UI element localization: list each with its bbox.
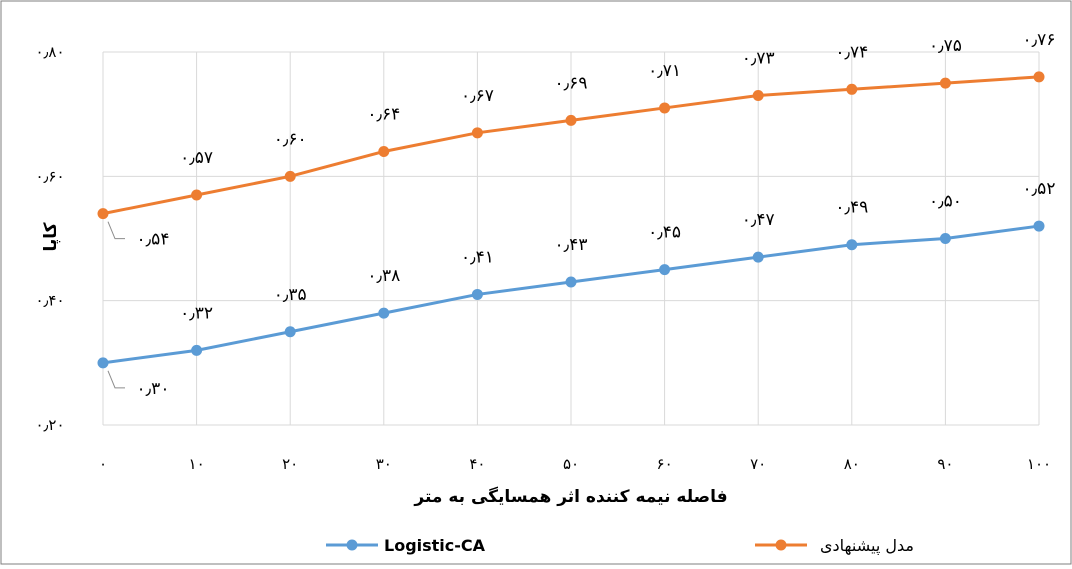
y-axis-ticks: ۰٫۲۰ ۰٫۴۰ ۰٫۶۰ ۰٫۸۰ xyxy=(35,43,64,434)
data-point xyxy=(378,145,390,157)
y-tick-label: ۰٫۴۰ xyxy=(35,292,64,310)
data-point xyxy=(752,90,764,102)
data-point xyxy=(1033,71,1045,83)
data-point xyxy=(378,307,390,319)
data-label: ۰٫۴۱ xyxy=(461,247,494,267)
data-point xyxy=(97,357,109,369)
legend-marker xyxy=(775,539,787,551)
data-point xyxy=(471,288,483,300)
data-label: ۰٫۵۴ xyxy=(137,230,170,250)
data-point xyxy=(565,114,577,126)
data-label: ۰٫۴۷ xyxy=(742,210,775,230)
x-tick-label: ۱۰۰ xyxy=(1027,455,1051,473)
data-label: ۰٫۷۶ xyxy=(1023,30,1056,50)
data-label: ۰٫۵۰ xyxy=(929,192,962,212)
data-label: ۰٫۳۸ xyxy=(367,266,400,286)
data-label: ۰٫۴۹ xyxy=(835,198,868,218)
x-axis-ticks: ۰ ۱۰ ۲۰ ۳۰ ۴۰ ۵۰ ۶۰ ۷۰ ۸۰ ۹۰ ۱۰۰ xyxy=(99,455,1051,473)
data-label: ۰٫۴۳ xyxy=(555,235,588,255)
data-label: ۰٫۷۴ xyxy=(835,42,868,62)
y-tick-label: ۰٫۲۰ xyxy=(35,416,64,434)
data-point xyxy=(191,189,203,201)
data-label: ۰٫۳۲ xyxy=(180,303,213,323)
y-tick-label: ۰٫۶۰ xyxy=(35,167,64,185)
x-tick-label: ۲۰ xyxy=(282,455,298,473)
data-label-leader xyxy=(107,370,125,389)
data-point xyxy=(1033,220,1045,232)
data-point xyxy=(846,239,858,251)
x-tick-label: ۰ xyxy=(99,455,107,473)
series xyxy=(97,71,1045,369)
data-point xyxy=(565,276,577,288)
data-label: ۰٫۵۷ xyxy=(180,148,213,168)
x-tick-label: ۶۰ xyxy=(657,455,673,473)
x-tick-label: ۳۰ xyxy=(376,455,392,473)
data-label: ۰٫۳۵ xyxy=(274,285,307,305)
data-point xyxy=(659,264,671,276)
gridlines xyxy=(102,51,1040,426)
x-tick-label: ۱۰ xyxy=(189,455,205,473)
x-tick-label: ۹۰ xyxy=(937,455,953,473)
x-tick-label: ۵۰ xyxy=(563,455,579,473)
data-point xyxy=(191,344,203,356)
x-tick-label: ۸۰ xyxy=(844,455,860,473)
data-label-leader xyxy=(107,221,125,240)
data-point xyxy=(284,170,296,182)
data-label: ۰٫۶۴ xyxy=(367,104,400,124)
x-tick-label: ۷۰ xyxy=(750,455,766,473)
data-point xyxy=(939,77,951,89)
data-label: ۰٫۵۲ xyxy=(1023,179,1056,199)
data-label: ۰٫۷۳ xyxy=(742,49,775,69)
legend-label: Logistic-CA xyxy=(384,536,486,555)
data-point xyxy=(97,208,109,220)
legend-label: مدل پیشنهادی xyxy=(820,536,914,556)
data-label: ۰٫۷۵ xyxy=(929,36,962,56)
data-label: ۰٫۶۷ xyxy=(461,86,494,106)
y-tick-label: ۰٫۸۰ xyxy=(35,43,64,61)
legend-marker xyxy=(346,539,358,551)
data-point xyxy=(659,102,671,114)
data-point xyxy=(846,83,858,95)
data-point xyxy=(471,127,483,139)
legend: Logistic-CA مدل پیشنهادی xyxy=(326,536,914,556)
data-label: ۰٫۳۰ xyxy=(137,379,170,399)
data-label: ۰٫۷۱ xyxy=(648,61,681,81)
x-tick-label: ۴۰ xyxy=(469,455,485,473)
data-label: ۰٫۶۰ xyxy=(274,129,307,149)
data-labels: ۰٫۳۰ ۰٫۳۲ ۰٫۳۵ ۰٫۳۸ ۰٫۴۱ ۰٫۴۳ ۰٫۴۵ ۰٫۴۷ ۰٫۴۹ ۰٫۵۰… xyxy=(107,30,1056,399)
data-point xyxy=(752,251,764,263)
x-axis-title: فاصله نیمه کننده اثر همسایگی به متر xyxy=(413,486,727,507)
data-point xyxy=(939,233,951,244)
data-label: ۰٫۴۵ xyxy=(648,223,681,243)
data-point xyxy=(284,326,296,338)
data-label: ۰٫۶۹ xyxy=(555,73,588,93)
y-axis-title: کاپا xyxy=(41,222,61,251)
